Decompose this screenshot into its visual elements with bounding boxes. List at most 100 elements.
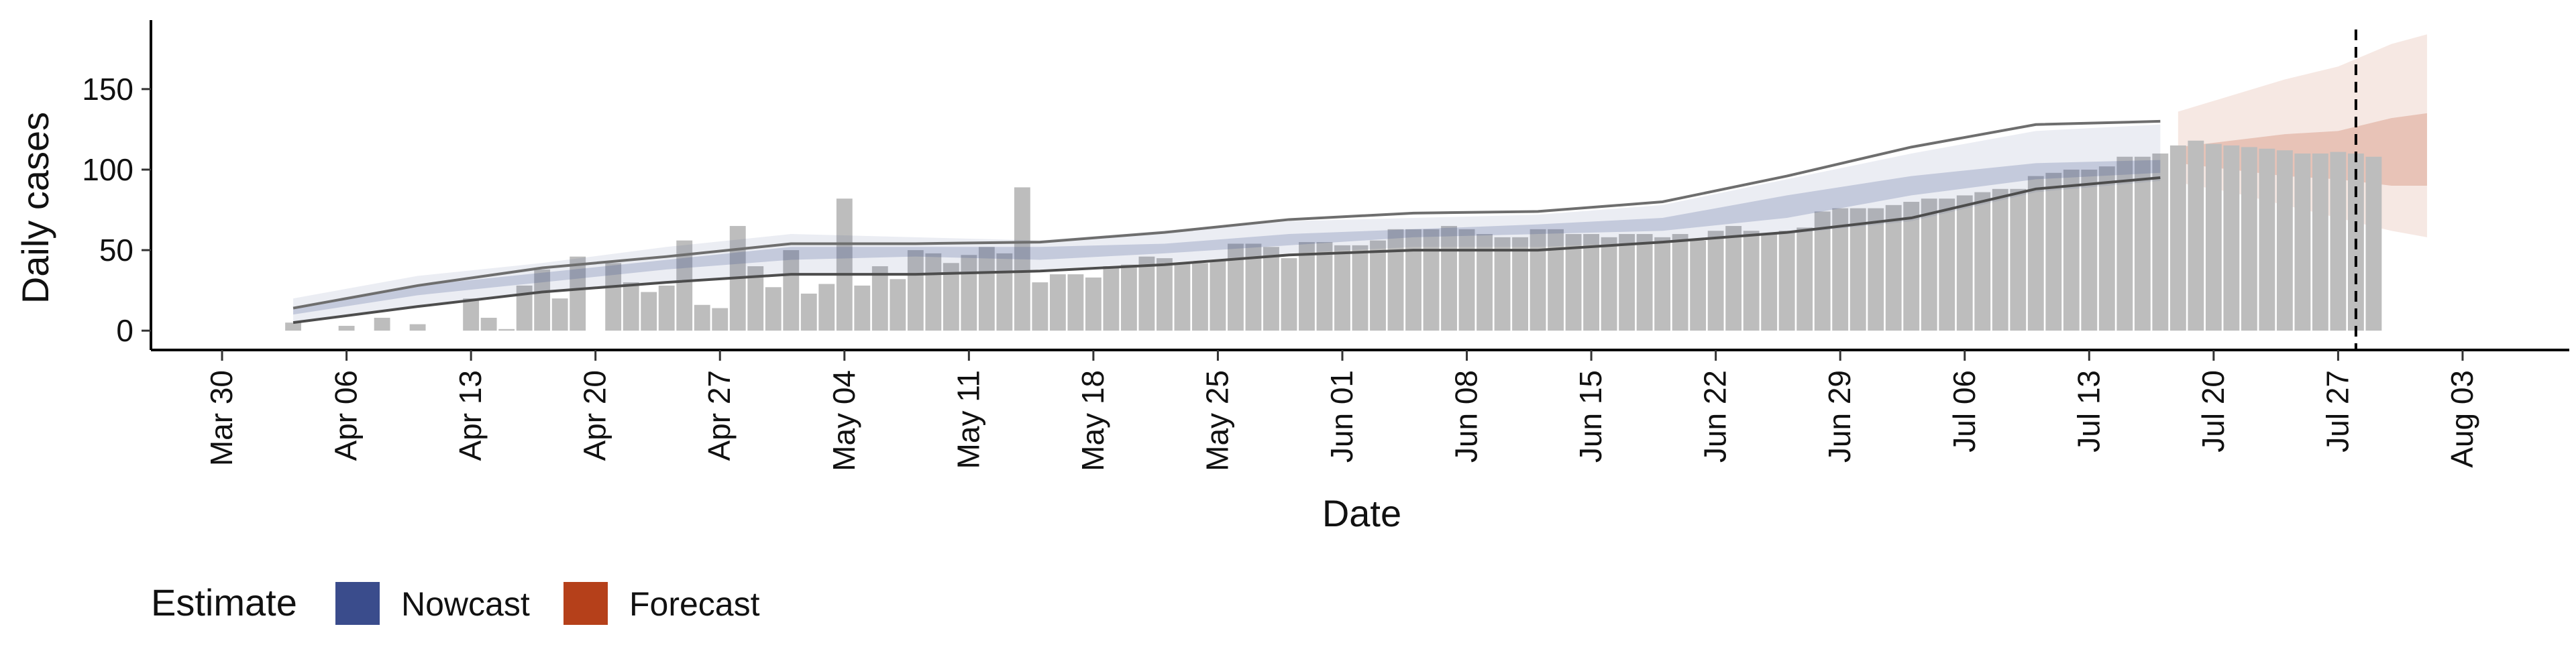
case-bar: [1067, 274, 1084, 331]
case-bar: [1494, 237, 1511, 331]
nowcast-inner-ribbon: [293, 160, 2161, 315]
nowcast-outer-ribbon: [293, 124, 2161, 323]
case-bar: [1334, 245, 1350, 331]
bars-layer: [285, 140, 2382, 331]
case-bar: [978, 247, 995, 331]
case-bar: [1921, 198, 1937, 331]
case-bar: [1245, 243, 1262, 331]
case-bar: [1672, 234, 1688, 331]
x-tick-label: Jun 08: [1449, 370, 1484, 463]
case-bar: [1299, 242, 1315, 331]
case-bar: [1103, 266, 1120, 331]
y-tick-label: 150: [82, 72, 133, 107]
legend-key-forecast: [564, 582, 608, 625]
case-bar: [1743, 231, 1760, 331]
x-tick-label: Jul 13: [2071, 370, 2106, 453]
y-axis-title: Daily cases: [14, 112, 56, 304]
case-bar: [1992, 188, 2008, 331]
case-bar: [1778, 231, 1795, 331]
case-bar: [854, 285, 871, 331]
legend-label-nowcast: Nowcast: [401, 585, 530, 623]
x-tick-label: Apr 27: [702, 370, 737, 461]
x-tick-label: Apr 06: [329, 370, 364, 461]
legend-title: Estimate: [151, 581, 297, 624]
case-bar: [2152, 153, 2169, 331]
case-bar: [498, 329, 515, 331]
case-bar: [1263, 247, 1279, 331]
case-bar: [1210, 259, 1226, 331]
case-bar: [1014, 187, 1030, 331]
case-bar: [623, 282, 639, 331]
x-tick-label: Aug 03: [2445, 370, 2479, 468]
case-bar: [1583, 234, 1600, 331]
case-bar: [1690, 240, 1707, 331]
case-bar: [2116, 156, 2133, 331]
axes-layer: 0 50 100 150 Mar 30 Apr 06 Apr 13 Apr 20 Apr 27 M…: [82, 20, 2569, 471]
case-bar: [818, 284, 835, 331]
case-bar: [338, 325, 355, 331]
forecast-outer-ribbon: [2178, 34, 2427, 237]
x-tick-label: May 04: [826, 370, 861, 471]
legend-label-forecast: Forecast: [629, 585, 760, 623]
case-bar: [1814, 211, 1831, 331]
legend-key-nowcast: [335, 582, 380, 625]
x-tick-label: Apr 13: [453, 370, 488, 461]
x-tick-label: Apr 20: [578, 370, 612, 461]
nowcast-ribbons: [293, 124, 2161, 323]
case-bar: [1939, 198, 1955, 331]
case-bar: [1868, 208, 1884, 331]
case-bar: [1316, 242, 1333, 331]
case-bar: [463, 298, 480, 331]
case-bar: [1903, 202, 1920, 331]
x-tick-label: May 18: [1075, 370, 1110, 471]
case-bar: [1441, 226, 1457, 331]
case-bar: [1156, 258, 1173, 331]
case-bar: [676, 240, 693, 331]
case-bar: [2294, 153, 2311, 331]
case-bar: [1832, 208, 1849, 331]
legend: Estimate Nowcast Forecast: [151, 581, 760, 625]
case-bar: [1725, 226, 1742, 331]
case-bar: [1512, 237, 1528, 331]
x-axis-title: Date: [1322, 492, 1401, 534]
nowcast-upper-line: [292, 119, 2161, 310]
y-tick-label: 0: [116, 313, 133, 348]
x-tick-label: Jun 15: [1573, 370, 1608, 463]
case-bar: [1138, 256, 1155, 331]
case-bar: [1974, 192, 1991, 331]
case-bar: [1120, 264, 1137, 331]
case-bar: [1423, 229, 1440, 331]
case-bar: [907, 250, 924, 331]
x-tick-label: Jun 29: [1822, 370, 1857, 463]
case-bar: [1174, 263, 1191, 331]
case-bar: [2045, 172, 2062, 331]
case-bar: [783, 250, 800, 331]
case-bar: [2134, 156, 2151, 331]
x-tick-label: May 11: [951, 370, 985, 469]
case-bar: [1387, 229, 1404, 331]
case-bar: [2169, 145, 2186, 331]
case-bar: [1761, 234, 1778, 331]
case-bar: [800, 293, 817, 331]
case-bar: [2081, 169, 2098, 331]
case-bar: [1032, 282, 1049, 331]
x-tick-label: May 25: [1199, 370, 1234, 471]
case-bar: [409, 324, 426, 331]
case-bar: [2027, 176, 2044, 331]
case-bar: [1477, 234, 1493, 331]
case-bar: [836, 198, 853, 331]
case-bar: [1548, 229, 1564, 331]
case-bar: [1636, 234, 1653, 331]
nowcast-lines: [292, 119, 2161, 325]
case-bar: [1049, 274, 1066, 331]
case-bar: [890, 279, 906, 331]
case-bar: [765, 287, 782, 331]
case-bar: [658, 285, 675, 331]
case-bar: [1619, 234, 1635, 331]
case-bar: [1885, 204, 1902, 331]
case-bar: [2312, 153, 2328, 331]
y-tick-label: 50: [99, 233, 133, 268]
case-bar: [747, 266, 764, 331]
case-bar: [1281, 258, 1297, 331]
case-bar: [480, 317, 497, 331]
